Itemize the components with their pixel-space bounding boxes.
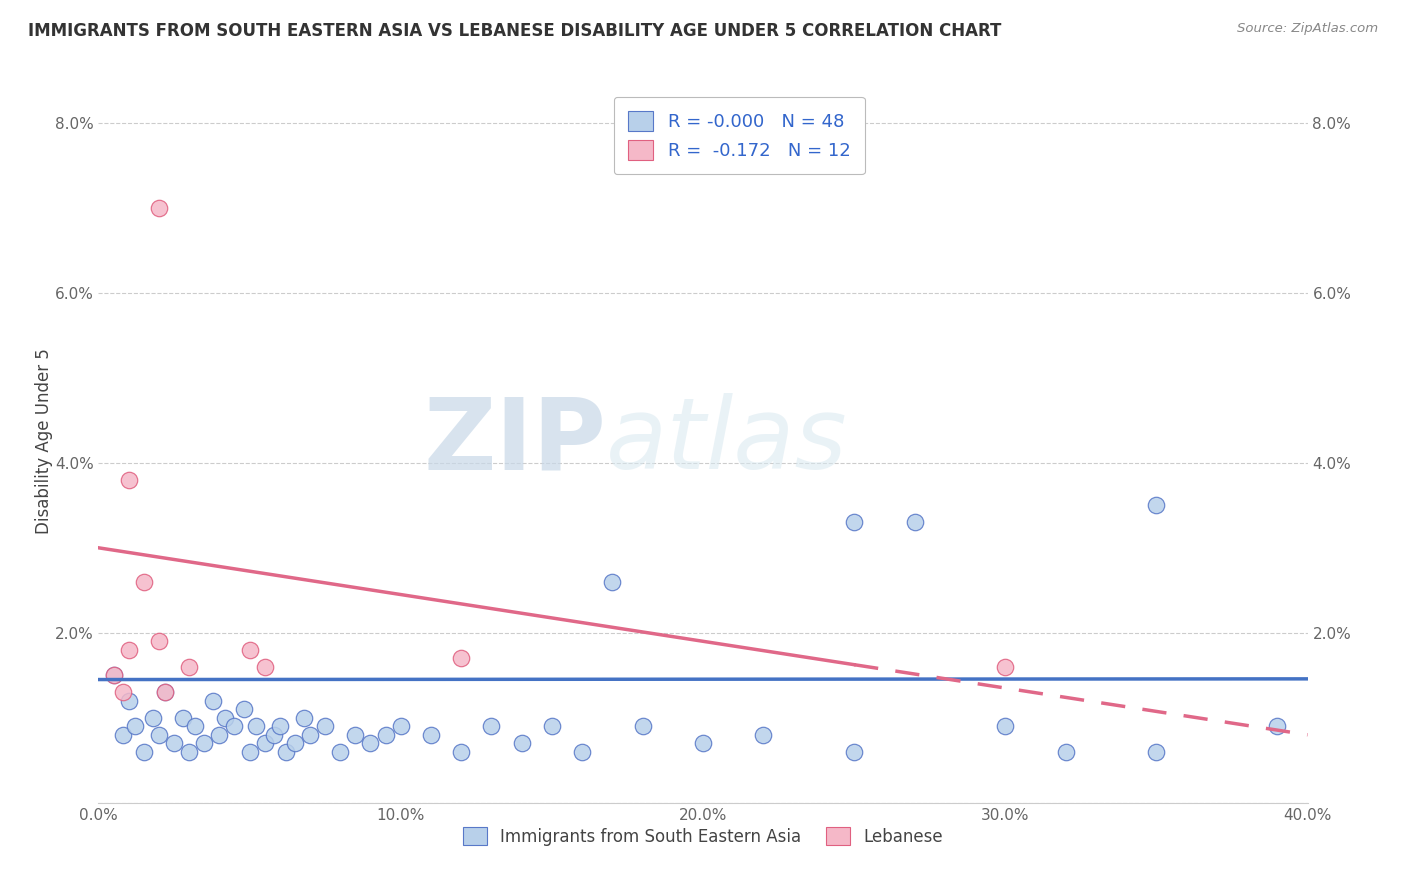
Point [389,719,412,733]
Point [274,745,297,759]
Point [263,728,285,742]
Point [631,719,654,733]
Point [1144,498,1167,512]
Point [103,668,125,682]
Point [844,745,866,759]
Point [124,719,146,733]
Point [360,736,382,750]
Point [602,574,624,589]
Point [103,668,125,682]
Point [1054,745,1077,759]
Point [214,711,236,725]
Point [142,711,165,725]
Point [1267,719,1289,733]
Point [844,516,866,530]
Point [148,201,170,215]
Text: IMMIGRANTS FROM SOUTH EASTERN ASIA VS LEBANESE DISABILITY AGE UNDER 5 CORRELATIO: IMMIGRANTS FROM SOUTH EASTERN ASIA VS LE… [28,22,1001,40]
Point [172,711,194,725]
Point [232,702,254,716]
Point [202,694,225,708]
Point [148,728,170,742]
Point [163,736,186,750]
Point [253,660,276,674]
Point [904,516,927,530]
Point [994,660,1017,674]
Point [179,745,201,759]
Point [540,719,562,733]
Legend: Immigrants from South Eastern Asia, Lebanese: Immigrants from South Eastern Asia, Leba… [457,821,949,852]
Point [1144,745,1167,759]
Point [111,685,134,699]
Point [299,728,322,742]
Point [284,736,307,750]
Text: atlas: atlas [606,393,848,490]
Text: Source: ZipAtlas.com: Source: ZipAtlas.com [1237,22,1378,36]
Point [111,728,134,742]
Point [118,694,141,708]
Point [292,711,315,725]
Point [994,719,1017,733]
Point [118,473,141,487]
Point [193,736,215,750]
Point [314,719,336,733]
Point [571,745,593,759]
Point [450,745,472,759]
Point [450,651,472,665]
Point [344,728,367,742]
Point [510,736,533,750]
Point [132,574,155,589]
Point [245,719,267,733]
Point [224,719,246,733]
Point [253,736,276,750]
Point [239,642,262,657]
Point [329,745,352,759]
Y-axis label: Disability Age Under 5: Disability Age Under 5 [35,349,52,534]
Point [184,719,207,733]
Point [692,736,714,750]
Point [269,719,291,733]
Point [420,728,443,742]
Point [208,728,231,742]
Point [153,685,176,699]
Text: ZIP: ZIP [423,393,606,490]
Point [132,745,155,759]
Point [752,728,775,742]
Point [118,642,141,657]
Point [374,728,396,742]
Point [153,685,176,699]
Point [481,719,503,733]
Point [239,745,262,759]
Point [179,660,201,674]
Point [148,634,170,648]
